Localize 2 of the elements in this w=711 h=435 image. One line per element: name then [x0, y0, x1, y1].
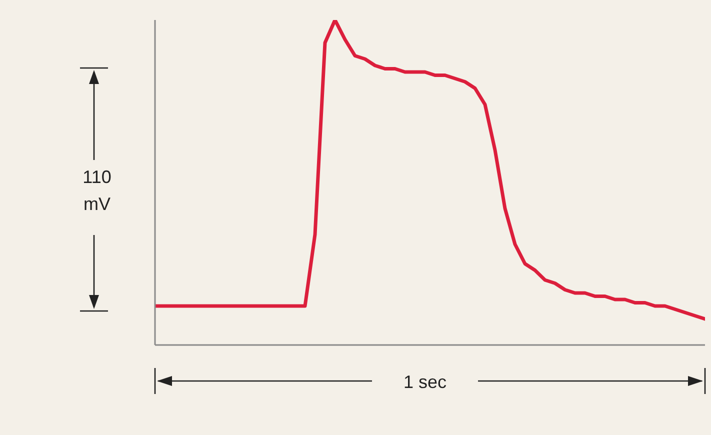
text: 110 mV: [82, 167, 112, 214]
text: 1 sec: [403, 372, 447, 392]
